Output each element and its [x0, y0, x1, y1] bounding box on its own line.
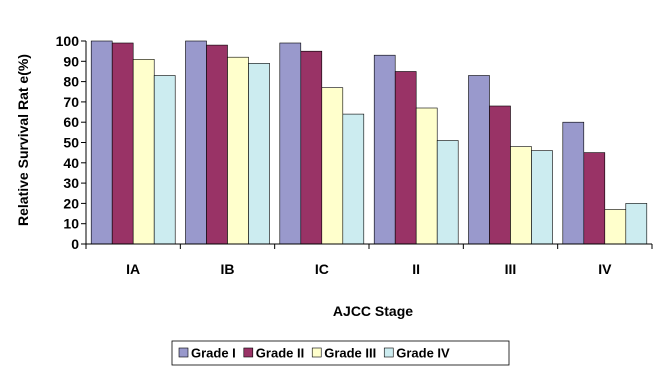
legend-box — [171, 340, 510, 366]
bars-group — [90, 40, 648, 245]
bar-iv-grade-3 — [604, 209, 627, 245]
legend-label-grade-1: Grade I — [191, 346, 236, 361]
y-tick-label: 40 — [63, 155, 79, 171]
bar-iii-grade-3 — [510, 146, 532, 245]
bar-ic-grade-3 — [321, 87, 344, 245]
legend-label-grade-4: Grade IV — [396, 346, 450, 361]
x-tick-label: IV — [598, 261, 612, 277]
bar-ii-grade-2 — [394, 71, 417, 245]
bar-iii-grade-4 — [531, 150, 553, 245]
legend-swatch-grade-2 — [243, 347, 254, 358]
x-tick-label: III — [505, 261, 517, 277]
y-tick-label: 0 — [71, 236, 79, 252]
y-tick-label: 50 — [63, 135, 79, 151]
bar-ic-grade-2 — [300, 50, 323, 245]
bar-ib-grade-1 — [185, 40, 207, 245]
bar-ii-grade-1 — [373, 54, 396, 245]
bar-iii-grade-1 — [468, 75, 490, 245]
y-tick-label: 70 — [63, 94, 79, 110]
legend: Grade I Grade II Grade III Grade IV — [171, 340, 510, 366]
legend-swatch-grade-4 — [383, 347, 394, 358]
bar-ic-grade-1 — [279, 42, 302, 245]
bar-ia-grade-1 — [90, 40, 113, 245]
x-tick-label: II — [412, 261, 420, 277]
y-tick-label: 10 — [63, 216, 79, 232]
bar-ii-grade-4 — [436, 140, 459, 245]
bar-iv-grade-4 — [625, 203, 648, 245]
x-tick-label: IC — [315, 261, 329, 277]
legend-label-grade-2: Grade II — [256, 346, 304, 361]
bar-iv-grade-2 — [583, 152, 606, 245]
y-tick-label: 80 — [63, 74, 79, 90]
bar-ib-grade-4 — [248, 62, 270, 245]
x-axis-title: AJCC Stage — [333, 303, 413, 319]
legend-swatch-grade-1 — [178, 347, 189, 358]
x-tick-label: IB — [221, 261, 235, 277]
bar-iv-grade-1 — [562, 121, 585, 245]
bar-iii-grade-2 — [489, 105, 511, 245]
x-tick-label: IA — [126, 261, 140, 277]
y-tick-label: 30 — [63, 175, 79, 191]
bar-ia-grade-3 — [132, 58, 155, 245]
y-tick-label: 20 — [63, 195, 79, 211]
y-tick-label: 100 — [56, 33, 80, 49]
bar-ii-grade-3 — [415, 107, 438, 245]
y-axis-title: Relative Survival Rat e(%) — [15, 54, 31, 226]
legend-label-grade-3: Grade III — [324, 346, 376, 361]
bar-ic-grade-4 — [342, 113, 365, 245]
y-tick-label: 60 — [63, 114, 79, 130]
bar-ia-grade-4 — [153, 75, 176, 245]
bar-ib-grade-2 — [206, 44, 228, 245]
bar-ia-grade-2 — [111, 42, 134, 245]
legend-swatch-grade-3 — [311, 347, 322, 358]
y-tick-label: 90 — [63, 53, 79, 69]
bar-ib-grade-3 — [227, 56, 249, 245]
